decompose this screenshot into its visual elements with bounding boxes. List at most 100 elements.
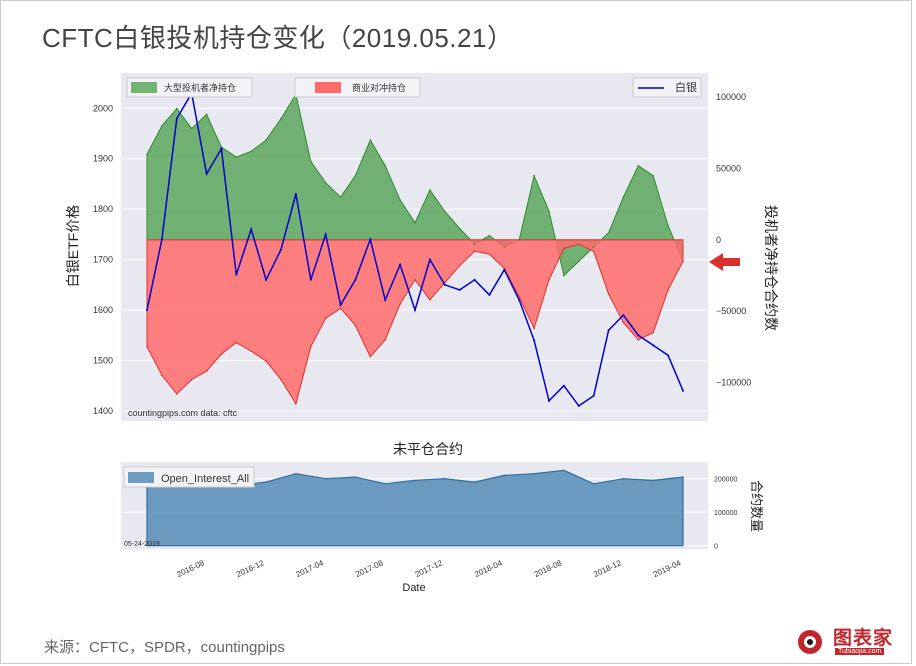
arrow-icon — [709, 253, 740, 271]
legend-box-spec — [126, 77, 253, 98]
comm-point-14 — [354, 324, 357, 327]
comm-point-7 — [250, 350, 253, 352]
xtick-3: 2017-08 — [354, 558, 385, 579]
xtick-4: 2017-12 — [414, 558, 445, 579]
comm-point-16 — [384, 338, 387, 341]
spec-point-30 — [592, 246, 595, 248]
xtick-2: 2017-04 — [295, 558, 326, 579]
comm-point-28 — [563, 247, 565, 250]
oi-point-12 — [503, 474, 506, 477]
spec-point-14 — [354, 174, 357, 177]
ytick-left-2: 1600 — [93, 305, 113, 315]
spec-point-27 — [548, 210, 550, 213]
ytick-left-6: 2000 — [93, 103, 113, 113]
comm-point-13 — [339, 307, 342, 310]
comm-point-30 — [592, 250, 595, 253]
silver-point-29 — [577, 404, 580, 407]
spec-point-19 — [429, 189, 431, 191]
logo-text: 图表家 — [833, 628, 894, 649]
xtick-7: 2018-12 — [592, 558, 623, 579]
comm-point-12 — [324, 317, 327, 320]
comm-point-36 — [682, 260, 684, 263]
silver-point-33 — [637, 334, 640, 337]
logo-subtext: Tubiaojia.com — [835, 648, 885, 655]
source-note: 来源：CFTC，SPDR，countingpips — [44, 639, 285, 656]
comm-point-3 — [190, 378, 193, 381]
silver-point-16 — [384, 298, 387, 301]
oi-point-14 — [563, 469, 565, 472]
silver-point-8 — [265, 278, 268, 281]
comm-point-32 — [622, 321, 625, 324]
silver-point-20 — [443, 283, 446, 286]
silver-point-23 — [488, 293, 491, 296]
oi-point-18 — [682, 476, 684, 478]
silver-point-22 — [473, 278, 476, 281]
silver-point-4 — [205, 172, 208, 175]
comm-point-11 — [309, 346, 312, 348]
xtick-1: 2016-12 — [235, 558, 266, 579]
silver-point-24 — [503, 268, 506, 271]
legend-swatch-comm — [315, 82, 341, 93]
spec-point-28 — [563, 274, 565, 277]
silver-point-6 — [235, 273, 238, 276]
spec-point-12 — [324, 182, 327, 184]
oi-point-6 — [324, 477, 327, 480]
silver-point-17 — [399, 263, 402, 266]
annotation-top: countingpips.com data: cftc — [128, 408, 238, 418]
silver-point-32 — [622, 314, 625, 317]
oi-point-13 — [533, 472, 535, 475]
silver-point-1 — [160, 238, 163, 241]
chart-canvas: 1400 1500 1600 1700 1800 1900 2000 −100000 −5000… — [65, 73, 779, 594]
legend-swatch-oi — [128, 472, 154, 483]
silver-point-25 — [518, 298, 521, 301]
legend-label-spec: 大型投机者净持仓 — [164, 82, 236, 93]
comm-point-21 — [458, 264, 461, 267]
oi-point-8 — [384, 482, 387, 485]
annotation-bottom: 05-24-2019 — [124, 541, 160, 548]
silver-point-14 — [354, 278, 357, 281]
comm-point-9 — [280, 378, 282, 381]
silver-point-12 — [324, 233, 327, 236]
oi-point-4 — [265, 481, 267, 483]
spec-point-26 — [533, 174, 535, 177]
comm-point-25 — [518, 296, 521, 298]
ytick-left-5: 1900 — [93, 154, 113, 164]
spec-point-6 — [235, 156, 238, 158]
silver-point-19 — [428, 258, 431, 261]
ytick-right-1: −50000 — [716, 306, 746, 316]
ylabel-left: 白银ETF价格 — [65, 205, 81, 287]
comm-point-8 — [265, 360, 267, 362]
spec-point-24 — [503, 246, 506, 248]
spec-point-2 — [175, 107, 178, 110]
comm-point-33 — [637, 338, 640, 341]
oi-point-15 — [592, 482, 595, 485]
silver-point-18 — [414, 309, 416, 312]
comm-point-31 — [607, 293, 610, 295]
spec-point-16 — [384, 164, 387, 167]
spec-point-13 — [339, 196, 342, 198]
ytick-bottom-1: 100000 — [714, 510, 737, 517]
oi-point-7 — [354, 476, 357, 478]
legend-box-oi — [123, 466, 255, 488]
spec-point-29 — [577, 260, 580, 263]
legend-label-silver: 白银 — [675, 80, 697, 94]
spec-point-11 — [309, 160, 312, 163]
comm-point-6 — [235, 341, 238, 344]
silver-point-9 — [280, 248, 282, 251]
spec-point-22 — [473, 243, 476, 245]
ytick-right-3: 50000 — [716, 164, 741, 174]
comm-point-10 — [295, 403, 297, 405]
ytick-left-1: 1500 — [93, 355, 113, 365]
comm-point-22 — [473, 250, 476, 253]
comm-point-26 — [533, 327, 535, 330]
ytick-bottom-2: 200000 — [714, 477, 737, 484]
silver-point-2 — [175, 117, 178, 120]
oi-point-10 — [443, 477, 446, 480]
logo-icon — [798, 630, 822, 654]
ylabel-bottom-right: 合约数量 — [749, 480, 764, 532]
oi-point-5 — [295, 472, 297, 475]
legend-label-oi: Open_Interest_All — [161, 473, 249, 485]
comm-point-23 — [488, 253, 491, 255]
silver-point-13 — [339, 304, 342, 306]
xtick-0: 2016-08 — [175, 558, 206, 579]
